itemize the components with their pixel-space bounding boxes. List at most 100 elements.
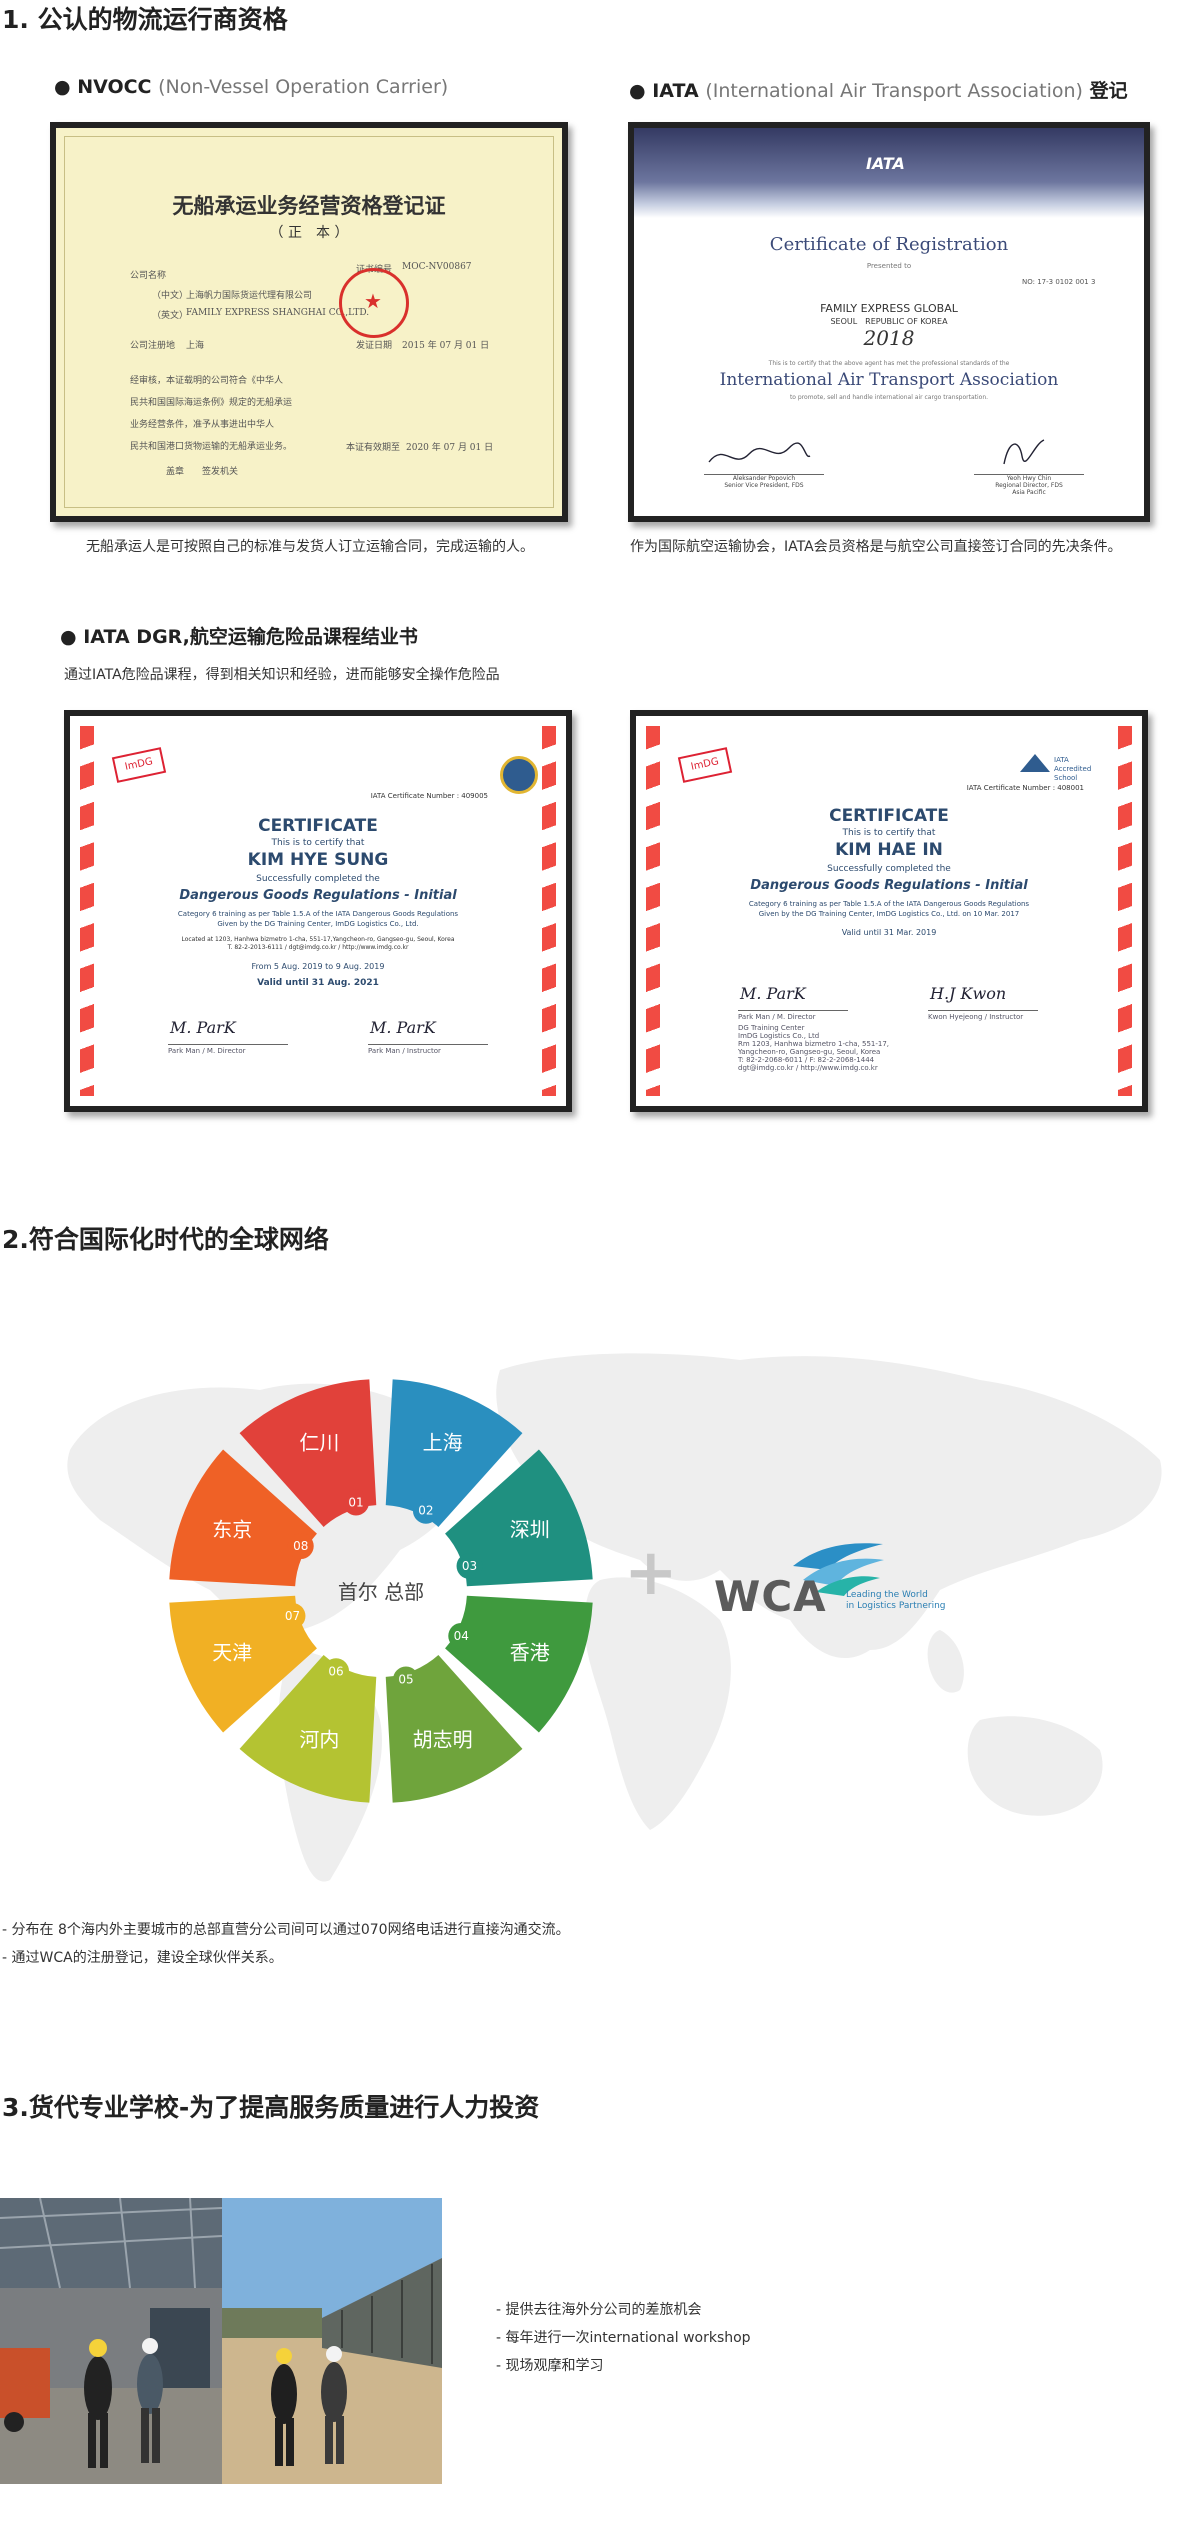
nvocc-heading-sub: (Non-Vessel Operation Carrier) (158, 76, 449, 98)
dgr-caption: 通过IATA危险品课程，得到相关知识和经验，进而能够安全操作危险品 (64, 667, 500, 683)
dg2-center-info: DG Training Center ImDG Logistics Co., L… (738, 1024, 890, 1072)
section-3-title: 3.货代专业学校-为了提高服务质量进行人力投资 (2, 2093, 540, 2122)
nvocc-issue-date: 2015 年 07 月 01 日 (402, 341, 490, 351)
dg2-number: IATA Certificate Number : 408001 (966, 784, 1084, 792)
dg1-tel: T. 82-2-2013-6111 / dgt@imdg.co.kr / htt… (227, 944, 409, 951)
network-segment (385, 1379, 523, 1527)
imdg-logo-icon: ImDG (677, 747, 733, 783)
city-number: 01 (348, 1495, 363, 1509)
dg1-valid: Valid until 31 Aug. 2021 (257, 978, 379, 988)
dg2-course: Dangerous Goods Regulations - Initial (750, 878, 1028, 893)
city-label: 天津 (212, 1641, 252, 1665)
dg1-number: IATA Certificate Number : 409005 (370, 792, 488, 800)
city-label: 上海 (423, 1430, 463, 1454)
city-number-badge (323, 1658, 350, 1685)
iata-caption: 作为国际航空运输协会，IATA会员资格是与航空公司直接签订合同的先决条件。 (630, 539, 1122, 555)
nvocc-heading-main: ● NVOCC (54, 76, 152, 98)
iata-cert-presented: Presented to (866, 262, 912, 270)
nvocc-regno: MOC-NV00867 (402, 262, 472, 272)
nvocc-heading: ● NVOCC (Non-Vessel Operation Carrier) (54, 76, 448, 98)
iata-sig1: Aleksander Popovich Senior Vice President… (704, 474, 824, 489)
city-number-badge (279, 1602, 306, 1629)
iata-certificate: IATA Certificate of Registration Present… (628, 122, 1150, 522)
iata-cert-title: Certificate of Registration (769, 234, 1009, 255)
nvocc-en-name: FAMILY EXPRESS SHANGHAI CO.,LTD. (186, 308, 370, 318)
network-note: - 通过WCA的注册登记，建设全球伙伴关系。 (2, 1950, 283, 1966)
yard-photo (222, 2198, 442, 2484)
red-seal-icon: ★ (339, 268, 409, 338)
wca-logo: WCA (714, 1572, 827, 1621)
nvocc-caption: 无船承运人是可按照自己的标准与发货人订立运输合同，完成运输的人。 (86, 539, 534, 555)
network-segment (169, 1595, 317, 1733)
nvocc-en-label: （英文） (152, 311, 189, 321)
imdg-logo-icon: ImDG (111, 747, 167, 783)
plus-icon: + (624, 1536, 678, 1610)
school-bullet: - 提供去往海外分公司的差旅机会 (496, 2302, 702, 2318)
network-segment (385, 1655, 523, 1803)
dg1-from: From 5 Aug. 2019 to 9 Aug. 2019 (251, 962, 385, 971)
dg1-loc: Located at 1203, Hanhwa bizmetro 1-cha, … (181, 936, 455, 943)
network-segment (239, 1379, 377, 1527)
iata-cert-line: This is to certify that the above agent … (768, 360, 1010, 367)
city-number-badge (343, 1489, 370, 1516)
nvocc-body: 经审核，本证载明的公司符合《中华人 民共和国国际海运条例》规定的无船承运 业务经… (130, 376, 293, 452)
dg1-sig1-role: Park Man / M. Director (168, 1044, 288, 1055)
iata-cert-org: International Air Transport Association (719, 370, 1059, 390)
nvocc-certificate: 无船承运业务经营资格登记证 （ 正 本 ） 公司名称 （中文） 上海帆力国际货运… (50, 122, 568, 522)
headquarters-label: 首尔 总部 (338, 1580, 424, 1604)
iata-heading: ● IATA (International Air Transport Asso… (629, 76, 1128, 103)
iata-cert-year: 2018 (863, 326, 915, 350)
city-label: 香港 (510, 1641, 550, 1665)
city-label: 河内 (299, 1728, 339, 1752)
iata-logo-icon: IATA (866, 154, 905, 173)
dg1-completed: Successfully completed the (256, 874, 380, 884)
dg1-certify: This is to certify that (271, 838, 365, 848)
dg2-sig2-role: Kwon Hyejeong / Instructor (928, 1010, 1038, 1021)
dg1-sig1: M. ParK (170, 1018, 236, 1037)
city-number: 05 (398, 1673, 413, 1687)
warehouse-photo (0, 2198, 222, 2484)
signature-icon (1003, 439, 1045, 465)
dg1-course: Dangerous Goods Regulations - Initial (179, 888, 457, 903)
city-number: 02 (418, 1504, 433, 1518)
nvocc-issue-label: 发证日期 (356, 341, 393, 351)
school-bullet: - 现场观摩和学习 (496, 2358, 604, 2374)
city-number: 08 (293, 1539, 308, 1553)
dg1-cat: Category 6 training as per Table 1.5.A o… (177, 910, 459, 918)
iata-cert-company: FAMILY EXPRESS GLOBAL (820, 302, 958, 315)
city-number-badge (456, 1553, 483, 1580)
dgr-heading: ● IATA DGR,航空运输危险品课程结业书 (60, 626, 418, 648)
network-notes: - 分布在 8个海内外主要城市的总部直营分公司间可以通过070网络电话进行直接沟… (2, 1916, 570, 1972)
nvocc-valid-date: 2020 年 07 月 01 日 (406, 443, 494, 453)
city-number: 06 (328, 1664, 343, 1678)
network-segment (445, 1595, 593, 1733)
dg2-completed: Successfully completed the (827, 864, 951, 874)
wca-birds-icon (793, 1543, 884, 1596)
network-segment (445, 1449, 593, 1587)
city-label: 胡志明 (413, 1728, 473, 1752)
dg1-sig2: M. ParK (370, 1018, 436, 1037)
dg2-given: Given by the DG Training Center, ImDG Lo… (758, 910, 1020, 918)
iata-sig2: Yeoh Hwy Chin Regional Director, FDS Asia … (974, 474, 1084, 496)
section-1-title: 1. 公认的物流运行商资格 (2, 5, 288, 34)
nvocc-cert-title: 无船承运业务经营资格登记证 (172, 193, 446, 218)
city-label: 仁川 (299, 1430, 339, 1454)
iata-badge-icon (500, 756, 538, 794)
dg2-sig2: H.J Kwon (930, 984, 1007, 1003)
city-number-badge (287, 1533, 314, 1560)
dgr-certificate-2: ImDG IATA Accredited School IATA Certifi… (630, 710, 1148, 1112)
dg1-sig2-role: Park Man / Instructor (368, 1044, 488, 1055)
nvocc-address: 上海 (186, 341, 205, 351)
iata-accredited-icon (1020, 754, 1050, 772)
nvocc-company-label: 公司名称 (130, 271, 167, 281)
network-segment (239, 1655, 377, 1803)
nvocc-address-label: 公司注册地 (130, 341, 176, 351)
signature-icon (708, 442, 811, 463)
network-diagram: 仁川 01 上海 02 深圳 03 香港 04 胡志明 05 河内 06 天津 07 东京 08 首尔 总部 (169, 1379, 593, 1803)
nvocc-cert-subtitle: （ 正 本 ） (269, 225, 349, 241)
dg1-given: Given by the DG Training Center, ImDG Lo… (217, 920, 419, 928)
dg2-sig1-role: Park Man / M. Director (738, 1010, 848, 1021)
city-number-badge (448, 1622, 475, 1649)
dg2-title: CERTIFICATE (829, 806, 949, 826)
dg1-name: KIM HYE SUNG (247, 850, 389, 870)
